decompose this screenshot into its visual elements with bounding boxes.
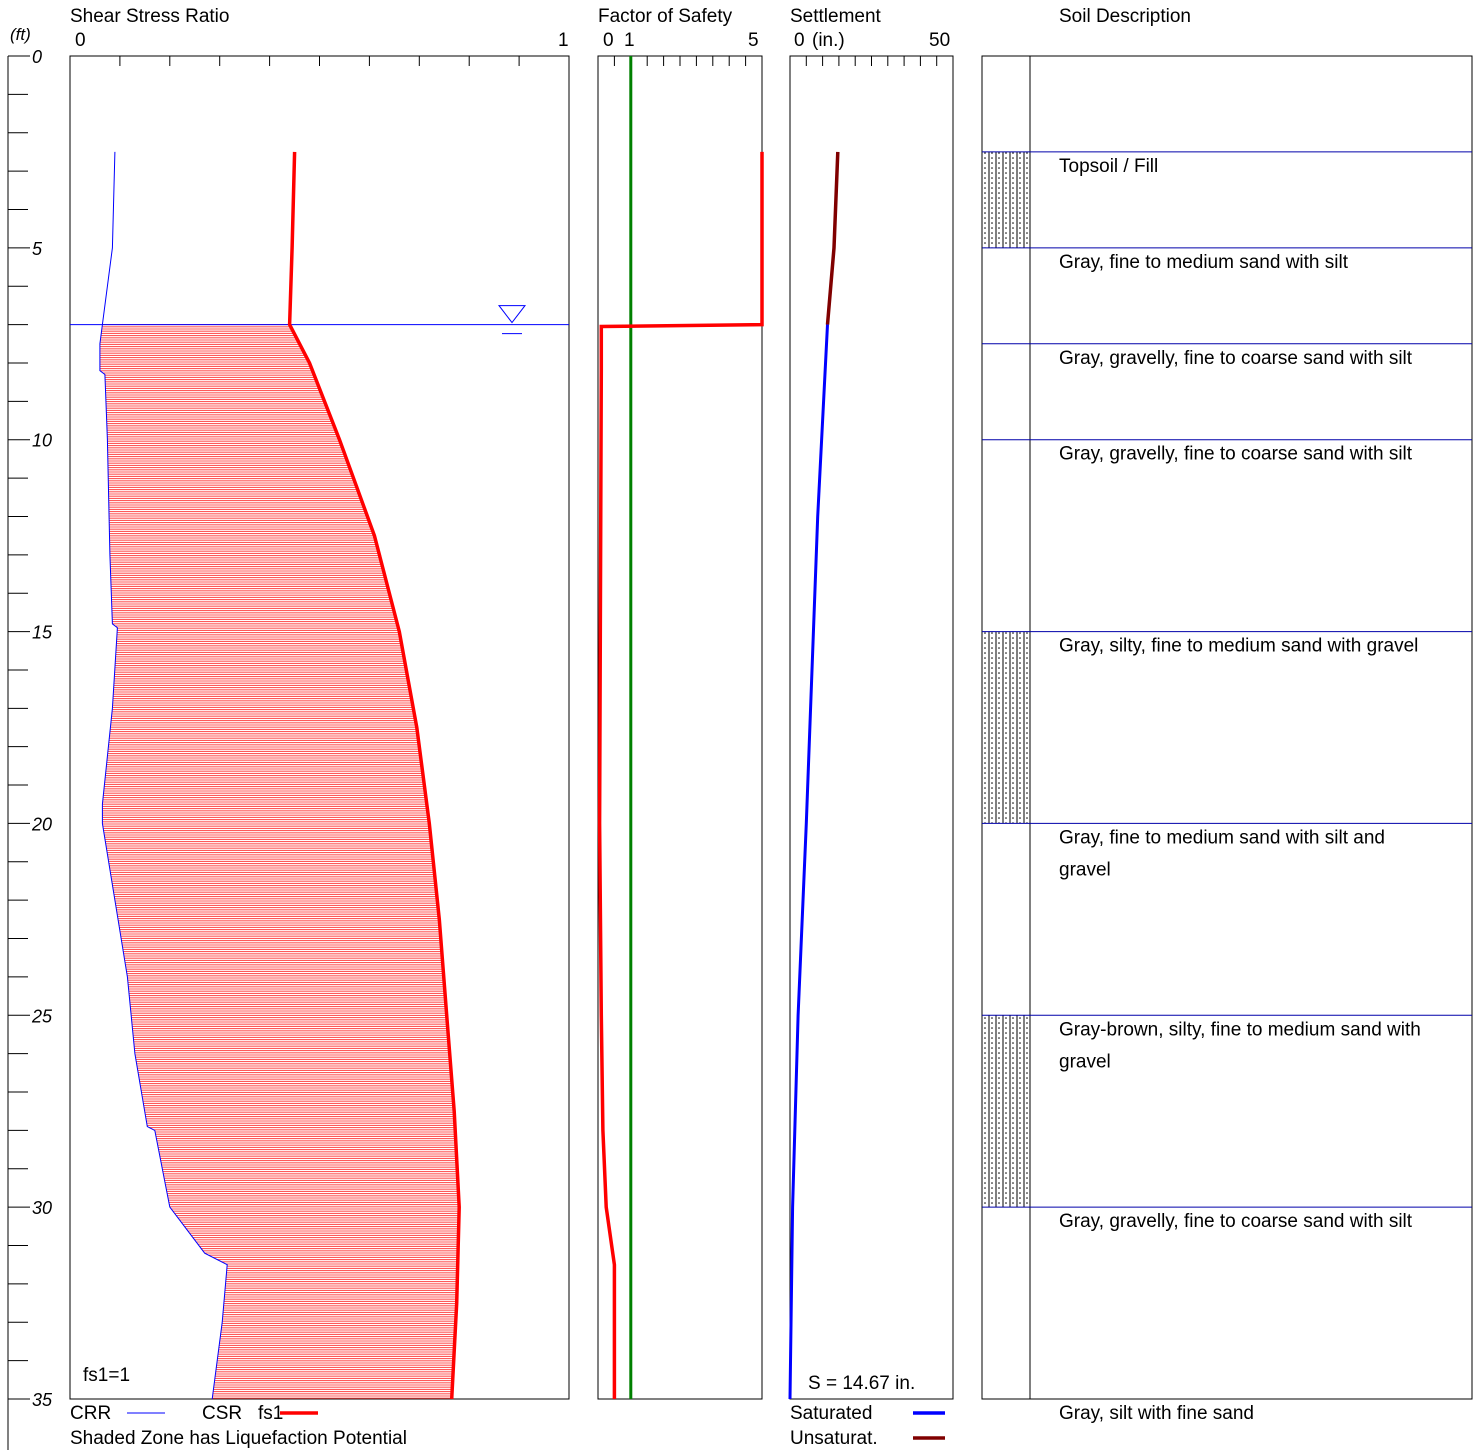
- depth-tick-label: 10: [32, 431, 52, 451]
- soil-layer-description: Gray, gravelly, fine to coarse sand with…: [1059, 1211, 1413, 1232]
- soil-hatch-pattern: [983, 1015, 1029, 1208]
- soil-layer-description: Gray, silty, fine to medium sand with gr…: [1059, 636, 1418, 657]
- liquefaction-shaded-zone: [99, 324, 460, 1399]
- settlement-unit-label: (in.): [812, 30, 845, 51]
- soil-column-frame: [981, 55, 1473, 1400]
- top-axis-ticks: [119, 56, 938, 66]
- depth-tick-label: 25: [31, 1006, 53, 1026]
- soil-hatch-pattern: [983, 631, 1029, 824]
- crr-series-line: [99, 151, 228, 1400]
- fs1-annotation: fs1=1: [83, 1365, 130, 1386]
- legend-fs1-label: fs1: [258, 1403, 283, 1424]
- csr-series-line: [287, 151, 461, 1400]
- shear-tick-label-1: 1: [558, 30, 569, 51]
- water-table-icon: [497, 305, 527, 335]
- soil-layer-description: Topsoil / Fill: [1059, 156, 1158, 177]
- factor-of-safety-frame: [597, 55, 763, 1400]
- shear-stress-title: Shear Stress Ratio: [70, 6, 229, 27]
- soil-layer-description: Gray, gravelly, fine to coarse sand with…: [1059, 444, 1413, 465]
- legend-crr-label: CRR: [70, 1403, 111, 1424]
- soil-description-title: Soil Description: [1059, 6, 1191, 27]
- depth-tick-label: 15: [32, 623, 53, 643]
- depth-tick-label: 30: [32, 1198, 52, 1218]
- depth-unit-label: (ft): [10, 25, 31, 44]
- soil-layer-description: gravel: [1059, 1051, 1111, 1072]
- soil-hatch-pattern: [983, 151, 1029, 248]
- settlement-total-label: S = 14.67 in.: [808, 1373, 915, 1394]
- soil-layer-description: Gray-brown, silty, fine to medium sand w…: [1059, 1019, 1421, 1040]
- fos-tick-label-1: 1: [624, 30, 635, 51]
- soil-layer-description: Gray, fine to medium sand with silt: [1059, 252, 1349, 273]
- soil-layer-description: gravel: [1059, 859, 1111, 880]
- factor-of-safety-title: Factor of Safety: [598, 6, 733, 27]
- legend-saturated-label: Saturated: [790, 1403, 872, 1424]
- water-table-triangle: [497, 305, 527, 324]
- shear-tick-label-0: 0: [75, 30, 86, 51]
- unsaturated-settlement-line: [825, 151, 840, 325]
- settlement-title: Settlement: [790, 6, 882, 27]
- depth-axis-ticks: 0 5 10 15 20 25 30 35: [8, 47, 53, 1410]
- soil-layer-description: Gray, silt with fine sand: [1059, 1403, 1254, 1424]
- soil-layer-description: Gray, gravelly, fine to coarse sand with…: [1059, 348, 1413, 369]
- saturated-settlement-line: [788, 324, 829, 1400]
- legend-csr-label: CSR: [202, 1403, 242, 1424]
- fs1-series-line: [597, 151, 764, 1399]
- soil-layers: Topsoil / Fill Gray, fine to medium sand …: [982, 151, 1472, 1424]
- depth-tick-label: 35: [32, 1390, 53, 1410]
- soil-layer-description: Gray, fine to medium sand with silt and: [1059, 827, 1385, 848]
- fos-tick-label-0: 0: [603, 30, 614, 51]
- depth-tick-label: 20: [31, 814, 52, 834]
- settlement-frame: [789, 55, 954, 1400]
- fos-tick-label-5: 5: [748, 30, 759, 51]
- liquefaction-note: Shaded Zone has Liquefaction Potential: [70, 1428, 407, 1449]
- settlement-tick-label-0: 0: [794, 30, 805, 51]
- depth-tick-label: 0: [32, 47, 42, 67]
- legend-unsaturated-label: Unsaturat.: [790, 1428, 878, 1449]
- settlement-tick-label-50: 50: [929, 30, 950, 51]
- depth-tick-label: 5: [32, 239, 43, 259]
